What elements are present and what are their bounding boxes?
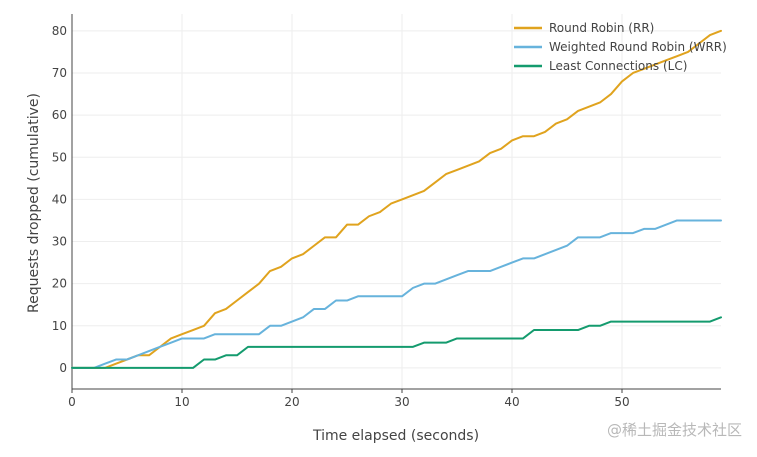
series-line-1 [71,219,722,369]
series-line-0 [71,29,722,369]
legend-label-0: Round Robin (RR) [549,21,654,35]
watermark-text: @稀土掘金技术社区 [607,421,742,439]
y-tick-label-2: 20 [52,277,67,291]
y-tick-label-0: 0 [59,361,67,375]
y-tick-label-7: 70 [52,66,67,80]
x-tick-label-4: 40 [504,395,519,409]
legend-label-2: Least Connections (LC) [549,59,687,73]
legend-item-1[interactable]: Weighted Round Robin (WRR) [514,40,727,54]
y-axis-title: Requests dropped (cumulative) [26,93,42,313]
y-tick-label-3: 30 [52,235,67,249]
x-tick-label-1: 10 [174,395,189,409]
x-tick-label-0: 0 [68,395,76,409]
y-tick-label-4: 40 [52,192,67,206]
legend-item-0[interactable]: Round Robin (RR) [514,21,654,35]
x-tick-label-2: 20 [284,395,299,409]
x-tick-label-3: 30 [394,395,409,409]
series-layer [71,29,722,369]
axes-layer: 0 10 20 30 40 50 60 70 80 0 10 20 30 40 50 [52,14,721,409]
legend-item-2[interactable]: Least Connections (LC) [514,59,687,73]
y-tick-label-6: 60 [52,108,67,122]
x-axis-title: Time elapsed (seconds) [312,428,479,444]
grid-layer [72,14,721,389]
y-tick-label-8: 80 [52,24,67,38]
x-tick-label-5: 50 [614,395,629,409]
series-line-2 [71,316,722,369]
legend[interactable]: Round Robin (RR) Weighted Round Robin (WR… [514,21,727,73]
y-tick-label-5: 50 [52,150,67,164]
legend-label-1: Weighted Round Robin (WRR) [549,40,727,54]
y-tick-label-1: 10 [52,319,67,333]
